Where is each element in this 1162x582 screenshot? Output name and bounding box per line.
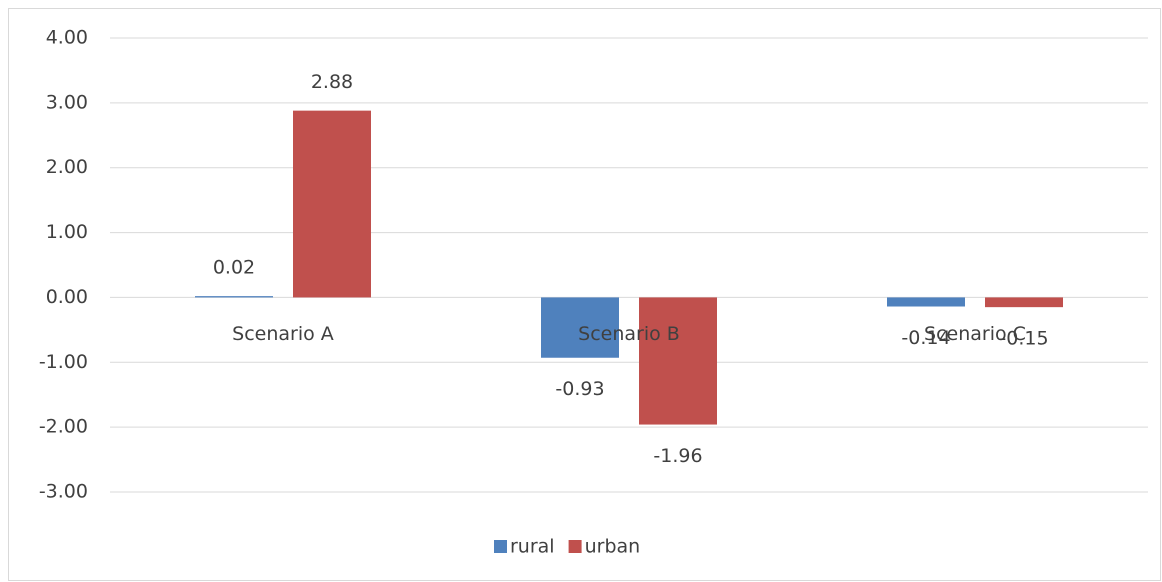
y-tick-label: 0.00 bbox=[46, 286, 88, 308]
data-label: -0.93 bbox=[555, 378, 604, 400]
x-tick-label: Scenario C bbox=[924, 323, 1026, 345]
data-label: -1.96 bbox=[653, 445, 702, 467]
bar bbox=[887, 297, 965, 307]
data-label: -0.14 bbox=[901, 327, 950, 349]
chart-border bbox=[8, 8, 1161, 581]
y-tick-label: -3.00 bbox=[39, 481, 88, 503]
x-tick-label: Scenario A bbox=[232, 323, 334, 345]
bar bbox=[293, 110, 371, 298]
legend-label: rural bbox=[510, 536, 555, 558]
data-label: 2.88 bbox=[311, 71, 353, 93]
y-tick-label: 4.00 bbox=[46, 27, 88, 49]
y-tick-label: 1.00 bbox=[46, 221, 88, 243]
data-label: 0.02 bbox=[213, 257, 255, 279]
bar bbox=[541, 297, 619, 358]
y-tick-label: 3.00 bbox=[46, 91, 88, 113]
bar bbox=[639, 297, 717, 425]
y-tick-label: -2.00 bbox=[39, 416, 88, 438]
legend-swatch bbox=[568, 540, 582, 553]
bar bbox=[985, 297, 1063, 308]
y-tick-label: -1.00 bbox=[39, 351, 88, 373]
y-tick-label: 2.00 bbox=[46, 156, 88, 178]
data-label: -0.15 bbox=[999, 328, 1048, 350]
x-tick-label: Scenario B bbox=[578, 323, 680, 345]
legend-label: urban bbox=[585, 536, 641, 558]
legend-swatch bbox=[494, 540, 507, 553]
bar bbox=[195, 296, 273, 298]
